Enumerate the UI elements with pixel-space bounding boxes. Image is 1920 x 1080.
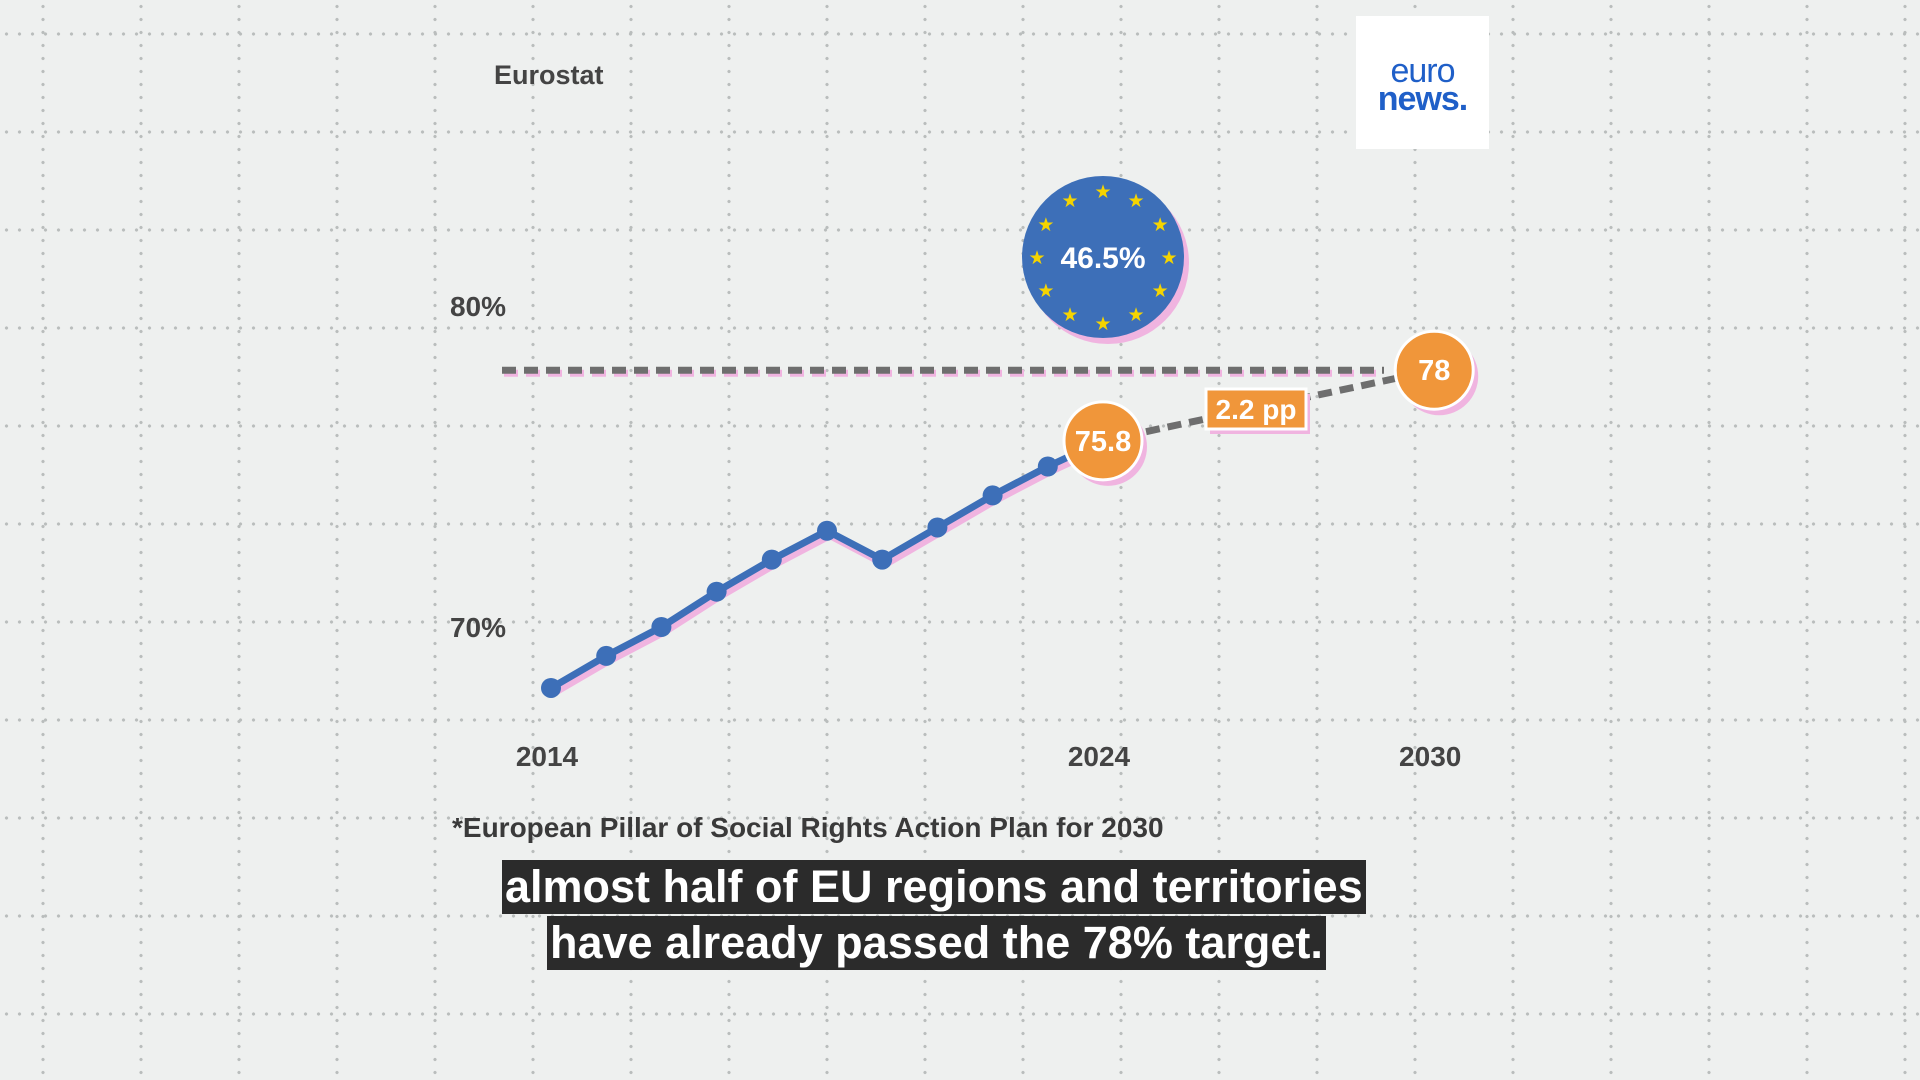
star-icon: ★ — [1160, 247, 1177, 269]
data-point — [706, 581, 727, 602]
star-icon: ★ — [1037, 280, 1054, 302]
y-tick-label: 70% — [450, 612, 506, 643]
last-value-marker — [1062, 400, 1144, 482]
x-tick-label: 2014 — [516, 741, 579, 772]
target-marker-label: 78 — [1418, 355, 1450, 387]
star-icon: ★ — [1028, 247, 1045, 269]
x-tick-label: 2030 — [1399, 741, 1461, 772]
last-value-marker-label: 75.8 — [1075, 426, 1131, 458]
subtitle-line-2: have already passed the 78% target. — [547, 916, 1326, 970]
star-icon: ★ — [1152, 214, 1169, 236]
eu-badge-label: 46.5% — [1060, 242, 1145, 275]
data-point — [1037, 456, 1058, 477]
gap-label: 2.2 pp — [1216, 394, 1297, 425]
star-icon: ★ — [1061, 304, 1078, 326]
star-icon: ★ — [1152, 280, 1169, 302]
logo-line-1: euro — [1390, 52, 1455, 90]
data-point — [761, 549, 782, 570]
data-point — [596, 645, 617, 666]
data-point — [982, 485, 1003, 506]
data-point — [651, 617, 672, 637]
data-point — [927, 517, 948, 538]
star-icon: ★ — [1094, 313, 1111, 335]
target-marker — [1393, 329, 1475, 411]
gap-label-box — [1204, 387, 1308, 431]
eu-badge — [1022, 176, 1184, 338]
data-point — [541, 677, 561, 698]
source-label: Eurostat — [494, 60, 604, 90]
star-icon: ★ — [1061, 190, 1078, 212]
star-icon: ★ — [1127, 304, 1144, 326]
footnote: *European Pillar of Social Rights Action… — [452, 812, 1164, 843]
star-icon: ★ — [1127, 190, 1144, 212]
projection-line — [1102, 366, 1435, 445]
subtitle-line-1: almost half of EU regions and territorie… — [502, 860, 1366, 914]
x-tick-label: 2024 — [1068, 741, 1131, 772]
euronews-logo: euro news. — [1356, 16, 1489, 149]
y-tick-label: 80% — [450, 291, 506, 322]
data-point — [872, 549, 893, 570]
logo-line-2: news. — [1377, 80, 1468, 118]
data-point — [817, 520, 837, 541]
star-icon: ★ — [1037, 214, 1054, 236]
star-icon: ★ — [1094, 181, 1111, 203]
